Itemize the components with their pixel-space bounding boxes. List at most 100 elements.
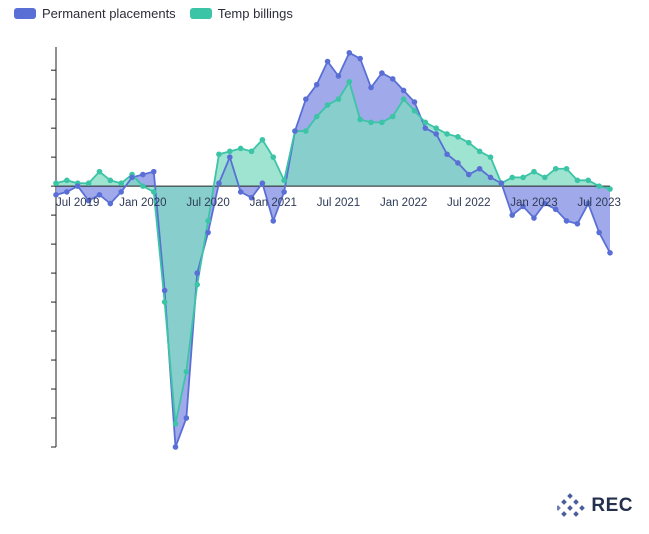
- point-permanent-placements: [140, 171, 146, 178]
- point-permanent-placements: [107, 200, 114, 207]
- point-temp-billings: [357, 116, 363, 123]
- x-tick-label: Jan 2020: [119, 197, 166, 209]
- point-permanent-placements: [161, 287, 168, 294]
- x-tick-label: Jan 2022: [380, 197, 427, 209]
- point-permanent-placements: [292, 128, 298, 134]
- line-permanent-placements: [55, 51, 611, 448]
- x-tick-label: Jul 2023: [577, 197, 620, 209]
- point-permanent-placements: [542, 200, 548, 207]
- point-temp-billings: [433, 125, 439, 131]
- point-temp-billings: [85, 180, 92, 187]
- point-permanent-placements: [172, 444, 179, 450]
- point-temp-billings: [455, 134, 461, 140]
- point-temp-billings: [422, 119, 429, 126]
- point-temp-billings: [552, 165, 559, 172]
- point-permanent-placements: [216, 180, 222, 187]
- legend-label-temp: Temp billings: [217, 6, 293, 21]
- legend-item-permanent[interactable]: Permanent placements: [14, 6, 176, 21]
- point-temp-billings: [324, 102, 331, 108]
- legend-label-permanent: Permanent placements: [42, 6, 176, 21]
- point-permanent-placements: [150, 168, 157, 175]
- point-permanent-placements: [259, 180, 266, 187]
- point-permanent-placements: [400, 87, 407, 94]
- point-temp-billings: [346, 78, 353, 85]
- point-permanent-placements: [607, 249, 613, 256]
- point-temp-billings: [574, 177, 581, 184]
- point-permanent-placements: [389, 76, 396, 82]
- point-permanent-placements: [509, 212, 516, 218]
- point-permanent-placements: [552, 206, 559, 213]
- point-temp-billings: [205, 218, 211, 224]
- point-permanent-placements: [585, 200, 592, 207]
- point-permanent-placements: [563, 218, 570, 224]
- point-temp-billings: [487, 154, 494, 160]
- point-permanent-placements: [227, 154, 233, 160]
- point-temp-billings: [389, 113, 396, 120]
- point-temp-billings: [150, 189, 157, 195]
- point-temp-billings: [259, 136, 266, 143]
- point-temp-billings: [96, 168, 103, 175]
- point-permanent-placements: [281, 189, 287, 195]
- point-temp-billings: [183, 368, 190, 375]
- point-temp-billings: [270, 154, 277, 160]
- point-temp-billings: [607, 186, 613, 192]
- point-temp-billings: [281, 177, 287, 184]
- point-temp-billings: [368, 119, 374, 126]
- x-tick-label: Jan 2023: [510, 197, 557, 209]
- point-temp-billings: [542, 174, 548, 181]
- point-permanent-placements: [85, 197, 92, 204]
- point-permanent-placements: [96, 192, 103, 198]
- point-temp-billings: [248, 148, 255, 155]
- point-permanent-placements: [476, 165, 483, 172]
- point-temp-billings: [520, 174, 526, 181]
- point-temp-billings: [531, 168, 537, 175]
- point-permanent-placements: [465, 171, 472, 178]
- point-permanent-placements: [270, 218, 277, 224]
- point-permanent-placements: [346, 49, 353, 56]
- point-temp-billings: [563, 165, 570, 172]
- x-tick-label: Jul 2020: [186, 197, 229, 209]
- point-temp-billings: [227, 148, 233, 155]
- point-permanent-placements: [368, 84, 374, 91]
- rec-logo: REC: [557, 493, 633, 519]
- point-temp-billings: [161, 299, 168, 305]
- point-permanent-placements: [74, 183, 81, 189]
- point-temp-billings: [107, 177, 114, 184]
- point-permanent-placements: [422, 125, 429, 131]
- point-temp-billings: [444, 131, 450, 137]
- point-permanent-placements: [487, 174, 494, 181]
- point-temp-billings: [303, 128, 309, 134]
- point-permanent-placements: [433, 131, 439, 137]
- point-permanent-placements: [357, 55, 363, 62]
- point-temp-billings: [465, 139, 472, 146]
- point-temp-billings: [53, 180, 59, 187]
- point-permanent-placements: [118, 189, 124, 195]
- point-permanent-placements: [183, 415, 190, 421]
- point-temp-billings: [216, 151, 222, 158]
- point-temp-billings: [596, 183, 602, 189]
- x-tick-label: Jul 2021: [317, 197, 360, 209]
- point-temp-billings: [118, 180, 124, 187]
- legend-swatch-temp: [189, 8, 212, 19]
- point-permanent-placements: [64, 189, 70, 195]
- line-temp-billings: [55, 79, 611, 424]
- point-permanent-placements: [455, 160, 461, 166]
- point-temp-billings: [476, 148, 483, 155]
- point-temp-billings: [585, 177, 592, 184]
- point-permanent-placements: [411, 99, 418, 105]
- legend-swatch-permanent: [14, 8, 36, 19]
- point-temp-billings: [335, 96, 342, 102]
- point-permanent-placements: [324, 58, 331, 65]
- point-temp-billings: [140, 183, 146, 189]
- point-permanent-placements: [303, 96, 309, 102]
- point-permanent-placements: [335, 73, 342, 79]
- x-tick-label: Jan 2021: [250, 197, 297, 209]
- legend-item-temp[interactable]: Temp billings: [189, 6, 293, 21]
- point-permanent-placements: [248, 194, 255, 201]
- point-permanent-placements: [520, 203, 526, 210]
- point-permanent-placements: [444, 151, 450, 158]
- area-temp-billings: [56, 81, 610, 424]
- point-permanent-placements: [53, 192, 59, 198]
- point-permanent-placements: [194, 270, 201, 276]
- chart-legend: Permanent placements Temp billings: [14, 6, 293, 21]
